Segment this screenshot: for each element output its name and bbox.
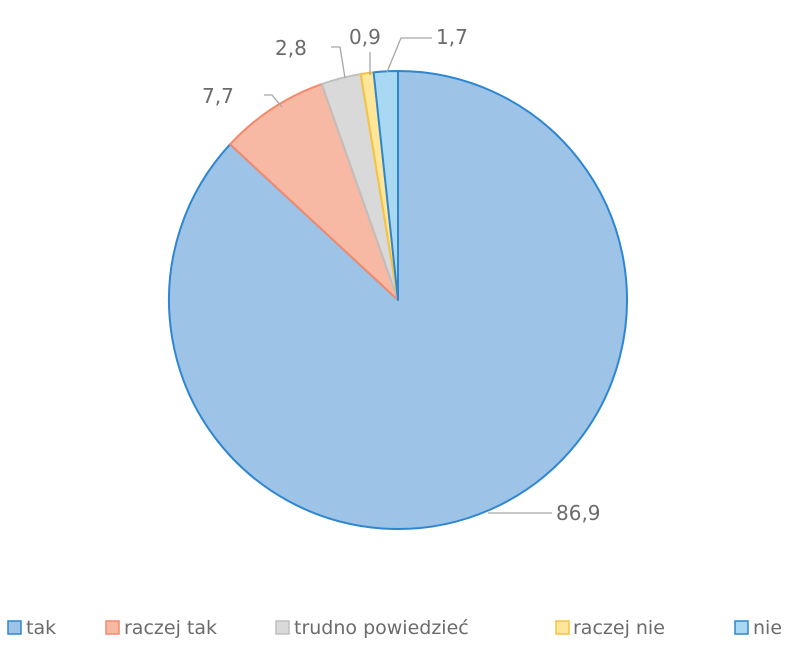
legend-item-raczej-nie[interactable]: raczej nie xyxy=(555,617,665,639)
leader-line-nie xyxy=(386,37,432,73)
legend-item-trudno-powiedziec[interactable]: trudno powiedzieć xyxy=(275,617,469,639)
data-label-raczej-nie: 0,9 xyxy=(349,25,381,49)
data-label-tak: 86,9 xyxy=(556,501,601,525)
legend-label-trudno-powiedziec: trudno powiedzieć xyxy=(294,617,469,639)
legend-label-nie: nie xyxy=(753,617,782,639)
legend-swatch-raczej-nie xyxy=(555,620,570,635)
legend-label-raczej-nie: raczej nie xyxy=(573,617,665,639)
leader-line-trudno-powiedziec xyxy=(331,46,346,79)
legend-swatch-raczej-tak xyxy=(105,620,120,635)
pie-slices xyxy=(168,70,628,530)
data-label-trudno-powiedziec: 2,8 xyxy=(275,36,307,60)
legend-item-raczej-tak[interactable]: raczej tak xyxy=(105,617,217,639)
pie-slice-raczej-tak[interactable] xyxy=(229,83,399,301)
legend: tak raczej tak trudno powiedzieć raczej … xyxy=(7,617,782,639)
legend-item-nie[interactable]: nie xyxy=(734,617,782,639)
legend-label-raczej-tak: raczej tak xyxy=(124,617,217,639)
data-label-nie: 1,7 xyxy=(436,25,468,49)
leader-line-raczej-tak xyxy=(264,94,283,108)
legend-swatch-nie xyxy=(734,620,749,635)
legend-swatch-tak xyxy=(7,620,22,635)
pie-slice-nie[interactable] xyxy=(372,70,399,301)
data-label-raczej-tak: 7,7 xyxy=(202,84,234,108)
legend-label-tak: tak xyxy=(26,617,56,639)
legend-swatch-trudno-powiedziec xyxy=(275,620,290,635)
legend-item-tak[interactable]: tak xyxy=(7,617,56,639)
